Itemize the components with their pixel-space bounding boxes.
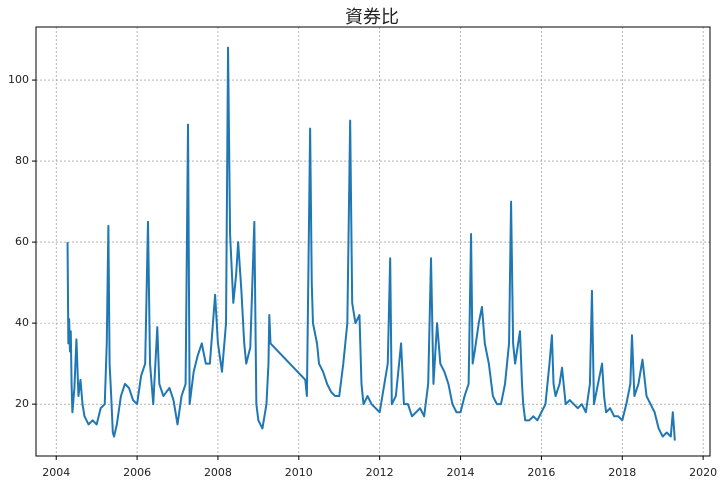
- y-tick-label: 40: [15, 316, 29, 329]
- y-tick-label: 20: [15, 397, 29, 410]
- chart-title: 資券比: [345, 7, 399, 28]
- x-tick-label: 2004: [42, 466, 70, 479]
- x-tick-label: 2010: [285, 466, 313, 479]
- x-tick-label: 2008: [204, 466, 232, 479]
- line-series: [66, 46, 676, 441]
- x-tick-label: 2014: [447, 466, 475, 479]
- plot-frame: [35, 26, 711, 457]
- x-tick-label: 2020: [689, 466, 717, 479]
- x-tick-label: 2012: [366, 466, 394, 479]
- x-tick-label: 2006: [123, 466, 151, 479]
- y-tick-label: 60: [15, 235, 29, 248]
- y-tick-label: 80: [15, 154, 29, 167]
- x-tick-label: 2016: [527, 466, 555, 479]
- y-tick-label: 100: [8, 73, 29, 86]
- x-tick-label: 2018: [608, 466, 636, 479]
